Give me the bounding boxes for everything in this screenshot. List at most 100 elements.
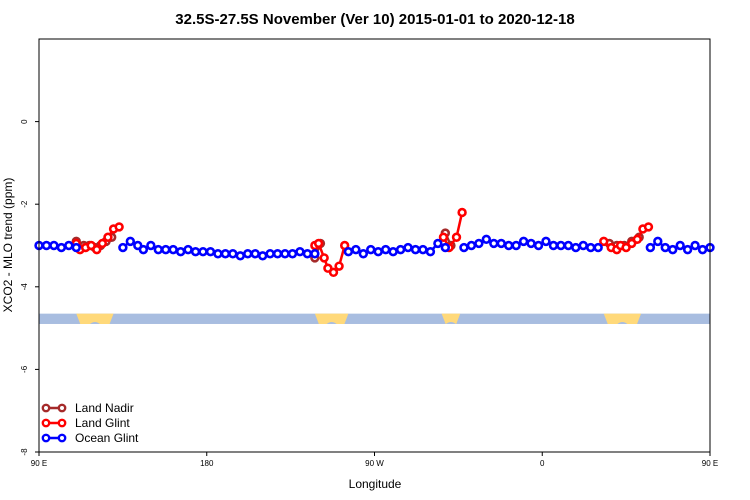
data-point bbox=[235, 251, 246, 261]
data-point bbox=[313, 238, 324, 249]
x-axis: 90 E 180 90 W 0 90 E bbox=[31, 452, 718, 468]
data-point bbox=[440, 242, 451, 253]
data-point bbox=[198, 246, 208, 257]
legend-label: Ocean Glint bbox=[75, 431, 139, 445]
data-point bbox=[228, 249, 238, 259]
data-point bbox=[518, 236, 529, 247]
legend-marker bbox=[57, 403, 67, 413]
y-axis-label: XCO2 - MLO trend (ppm) bbox=[1, 178, 15, 313]
data-point bbox=[496, 238, 506, 249]
data-point bbox=[250, 249, 260, 259]
land-band-segment bbox=[603, 313, 642, 324]
data-point bbox=[697, 244, 708, 255]
data-point bbox=[343, 246, 354, 257]
data-point bbox=[168, 244, 178, 255]
legend-label: Land Glint bbox=[75, 416, 130, 430]
data-point bbox=[302, 249, 313, 259]
data-point bbox=[403, 242, 413, 253]
data-point bbox=[380, 244, 391, 255]
x-tick-label: 90 W bbox=[365, 459, 384, 468]
data-point bbox=[92, 244, 102, 255]
data-point bbox=[563, 240, 574, 251]
data-point bbox=[287, 249, 298, 259]
data-point bbox=[457, 207, 467, 218]
data-point bbox=[310, 249, 320, 259]
legend-item: Land Nadir bbox=[41, 401, 134, 415]
legend-marker bbox=[41, 418, 51, 428]
x-tick-label: 0 bbox=[540, 459, 545, 468]
data-point bbox=[351, 244, 361, 255]
data-point bbox=[161, 244, 171, 255]
data-point bbox=[643, 222, 654, 232]
y-tick-label: -6 bbox=[20, 365, 29, 373]
data-point bbox=[334, 261, 344, 271]
data-point bbox=[632, 234, 643, 245]
data-point bbox=[358, 249, 369, 259]
series-line bbox=[442, 212, 464, 250]
data-point bbox=[97, 238, 108, 249]
data-point bbox=[533, 240, 544, 251]
data-point bbox=[257, 251, 268, 261]
data-point bbox=[548, 240, 559, 251]
data-point bbox=[668, 244, 678, 255]
data-point bbox=[49, 240, 59, 251]
data-point bbox=[571, 242, 581, 253]
data-point bbox=[645, 242, 656, 253]
data-point bbox=[474, 238, 484, 249]
data-point bbox=[138, 244, 149, 255]
data-point bbox=[682, 244, 693, 255]
data-point bbox=[114, 222, 124, 232]
y-tick-label: -2 bbox=[20, 200, 29, 208]
data-point bbox=[599, 236, 609, 247]
data-point bbox=[660, 242, 670, 253]
data-point bbox=[243, 249, 253, 259]
data-point bbox=[183, 244, 193, 255]
data-point bbox=[438, 232, 449, 242]
land-band-segment bbox=[314, 313, 349, 324]
data-point bbox=[373, 246, 383, 257]
data-point bbox=[366, 244, 376, 255]
data-point bbox=[395, 244, 406, 255]
legend-marker bbox=[57, 433, 67, 443]
data-point bbox=[433, 238, 443, 249]
data-point bbox=[220, 249, 231, 259]
data-point bbox=[388, 246, 398, 257]
series-layer bbox=[34, 207, 715, 278]
data-point bbox=[153, 244, 163, 255]
data-point bbox=[489, 238, 499, 249]
data-point bbox=[272, 249, 283, 259]
data-point bbox=[481, 234, 492, 245]
land-band-segment bbox=[441, 313, 461, 324]
data-point bbox=[41, 240, 52, 251]
data-point bbox=[118, 242, 128, 253]
data-point bbox=[410, 244, 421, 255]
data-point bbox=[690, 240, 700, 251]
data-point bbox=[653, 236, 663, 247]
data-point bbox=[64, 240, 74, 251]
data-point bbox=[56, 242, 67, 253]
data-point bbox=[190, 246, 201, 257]
data-point bbox=[526, 238, 536, 249]
y-tick-label: -4 bbox=[20, 283, 29, 291]
data-point bbox=[280, 249, 290, 259]
data-point bbox=[175, 246, 186, 257]
data-point bbox=[295, 246, 305, 257]
data-point bbox=[511, 240, 521, 251]
data-point bbox=[265, 249, 275, 259]
data-point bbox=[103, 232, 113, 242]
data-point bbox=[213, 249, 223, 259]
data-point bbox=[459, 242, 469, 253]
data-point bbox=[328, 267, 339, 278]
data-point bbox=[556, 240, 566, 251]
data-point bbox=[586, 242, 596, 253]
series-land-glint bbox=[71, 207, 654, 278]
data-point bbox=[466, 240, 477, 251]
y-axis: 0 -2 -4 -6 -8 bbox=[20, 119, 39, 456]
data-point bbox=[578, 240, 588, 251]
x-tick-label: 90 E bbox=[702, 459, 718, 468]
data-point bbox=[593, 242, 603, 253]
surface-band bbox=[39, 313, 710, 324]
data-point bbox=[504, 240, 514, 251]
